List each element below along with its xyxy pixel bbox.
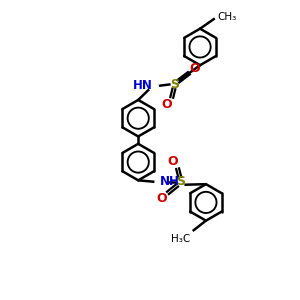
- Text: H₃C: H₃C: [170, 234, 190, 244]
- Text: O: O: [156, 192, 166, 206]
- Text: O: O: [162, 98, 172, 111]
- Text: O: O: [189, 62, 200, 75]
- Text: O: O: [168, 155, 178, 168]
- Text: S: S: [170, 78, 179, 91]
- Text: S: S: [176, 175, 185, 188]
- Text: NH: NH: [160, 175, 180, 188]
- Text: HN: HN: [133, 79, 153, 92]
- Text: CH₃: CH₃: [217, 12, 236, 22]
